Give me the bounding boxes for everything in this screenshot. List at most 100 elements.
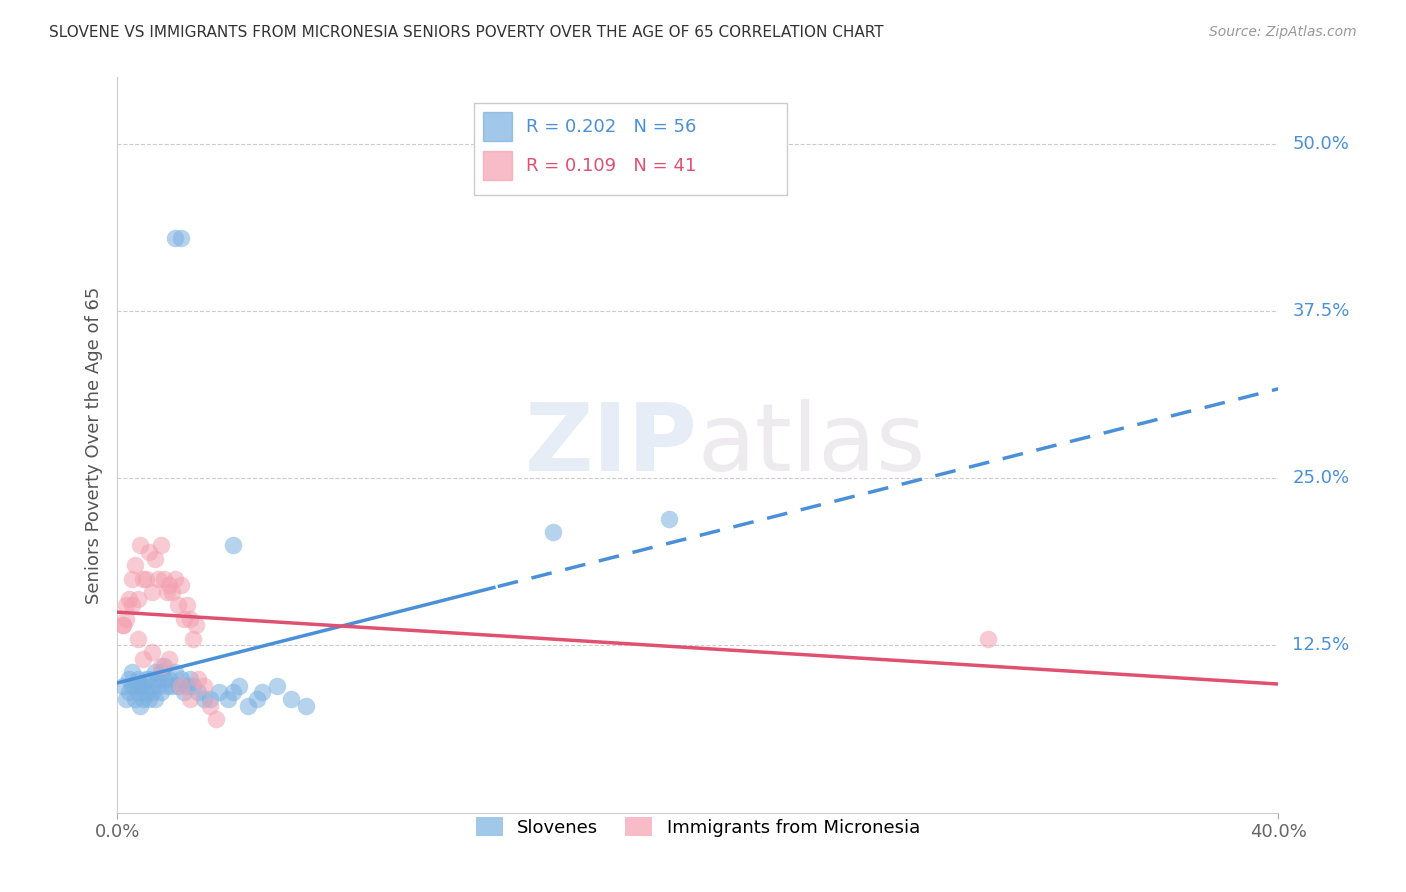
Point [280,692,302,706]
Text: 37.5%: 37.5% [1292,302,1350,320]
Point [124,679,146,693]
Text: 50.0%: 50.0% [1292,136,1350,153]
Point [141,585,163,599]
Point [143,692,166,706]
Point [135,672,157,686]
Point [222,538,245,552]
Point [155,679,177,693]
Text: atlas: atlas [697,399,927,491]
Point [111,618,134,632]
Point [127,632,149,646]
Point [118,672,141,686]
Point [135,572,157,586]
Point [149,685,172,699]
Point [179,672,201,686]
Point [176,679,198,693]
Point [162,585,184,599]
Point [179,692,201,706]
Point [143,551,166,566]
Point [167,679,190,693]
Point [170,672,193,686]
Point [115,612,138,626]
Point [179,612,201,626]
Point [146,672,169,686]
Point [124,558,146,573]
Point [541,524,564,539]
Point [121,572,143,586]
Point [149,665,172,680]
Point [187,672,209,686]
Point [155,585,177,599]
Text: SLOVENE VS IMMIGRANTS FROM MICRONESIA SENIORS POVERTY OVER THE AGE OF 65 CORRELA: SLOVENE VS IMMIGRANTS FROM MICRONESIA SE… [49,25,884,40]
Point [658,511,681,525]
Point [127,591,149,606]
Point [135,685,157,699]
Point [149,658,172,673]
Point [149,538,172,552]
Point [129,679,152,693]
Point [198,692,221,706]
Point [205,712,228,726]
Point [170,679,193,693]
Point [193,679,215,693]
Point [141,679,163,693]
Y-axis label: Seniors Poverty Over the Age of 65: Seniors Poverty Over the Age of 65 [86,286,103,604]
Point [152,572,174,586]
Point [118,591,141,606]
Text: R = 0.202   N = 56: R = 0.202 N = 56 [526,119,696,136]
Point [252,685,274,699]
Point [129,698,152,713]
Point [138,672,160,686]
Point [115,599,138,613]
Point [208,685,231,699]
Point [143,665,166,680]
Point [266,679,288,693]
Point [236,698,259,713]
Point [121,679,143,693]
Point [165,572,187,586]
Point [146,572,169,586]
Point [245,692,267,706]
Point [152,658,174,673]
Point [184,618,207,632]
Point [132,572,155,586]
Point [124,692,146,706]
Point [193,692,215,706]
Point [187,685,209,699]
Text: ZIP: ZIP [524,399,697,491]
Point [146,679,169,693]
Point [159,672,181,686]
Text: 25.0%: 25.0% [1292,469,1350,487]
Point [159,652,181,666]
Point [121,665,143,680]
Point [165,665,187,680]
Point [170,231,193,245]
Bar [482,112,512,142]
Point [121,599,143,613]
Point [141,685,163,699]
Legend: Slovenes, Immigrants from Micronesia: Slovenes, Immigrants from Micronesia [468,810,928,844]
Point [111,618,134,632]
Point [181,632,204,646]
Bar [474,103,787,195]
Point [115,692,138,706]
Point [181,679,204,693]
Point [159,578,181,592]
Point [132,679,155,693]
Point [138,545,160,559]
Point [129,538,152,552]
Text: 12.5%: 12.5% [1292,637,1350,655]
Point [111,679,134,693]
Point [132,692,155,706]
Point [127,672,149,686]
Point [141,645,163,659]
Text: Source: ZipAtlas.com: Source: ZipAtlas.com [1209,25,1357,39]
Point [228,679,250,693]
Point [165,231,187,245]
Point [170,578,193,592]
Point [152,672,174,686]
Point [222,685,245,699]
Point [198,698,221,713]
Point [176,599,198,613]
Point [132,652,155,666]
